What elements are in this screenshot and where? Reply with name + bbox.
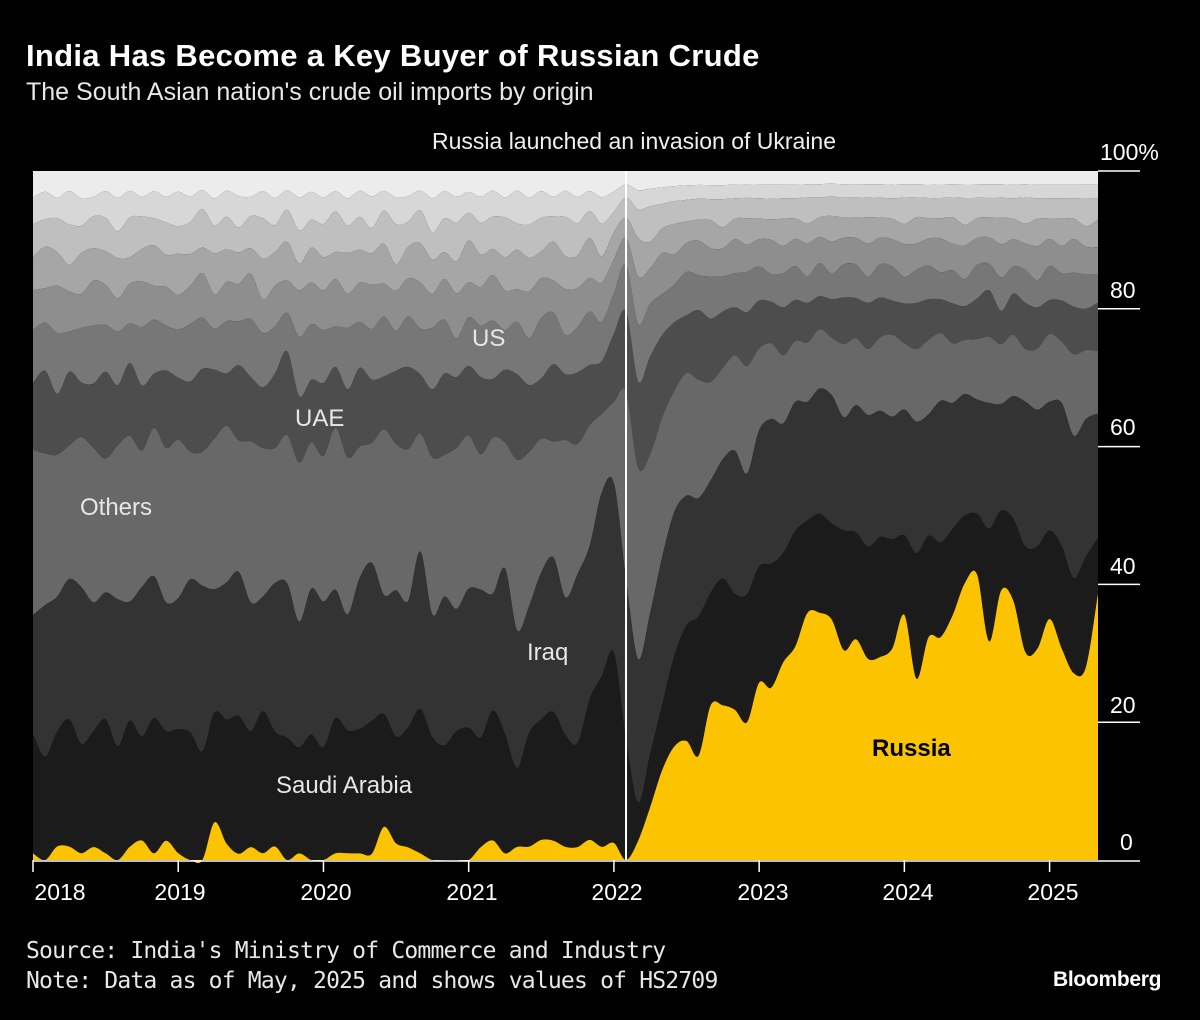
area-unlabeled-origin-8 (33, 196, 1098, 265)
chart-subtitle: The South Asian nation's crude oil impor… (26, 78, 594, 106)
area-russia (33, 570, 1098, 864)
area-unlabeled-origin-6 (33, 236, 1098, 339)
x-tick-label-2025: 2025 (1027, 879, 1079, 905)
series-label-us: US (472, 325, 506, 352)
y-tick-label-0: 0 (1120, 829, 1133, 855)
y-tick-label-60: 60 (1110, 414, 1136, 440)
area-uae (33, 289, 1098, 472)
area-layers (33, 171, 1098, 864)
bloomberg-logo: Bloomberg (1053, 968, 1162, 991)
x-tick-label-2024: 2024 (882, 879, 934, 905)
x-tick-label-2022: 2022 (591, 879, 643, 905)
area-unlabeled-origin-9 (33, 183, 1098, 233)
series-label-saudi-arabia: Saudi Arabia (276, 772, 413, 799)
series-label-russia: Russia (872, 735, 951, 762)
data-note: Note: Data as of May, 2025 and shows val… (26, 968, 718, 994)
x-tick-label-2020: 2020 (300, 879, 352, 905)
y-tick-label-40: 40 (1110, 553, 1136, 579)
chart-title: India Has Become a Key Buyer of Russian … (26, 38, 760, 73)
area-unlabeled-origin-10 (33, 171, 1098, 199)
area-iraq (33, 388, 1098, 803)
area-us (33, 262, 1098, 398)
area-others (33, 329, 1098, 660)
x-tick-label-2018: 2018 (34, 879, 86, 905)
x-tick-label-2019: 2019 (154, 879, 206, 905)
area-unlabeled-origin-7 (33, 215, 1098, 300)
y-tick-label-20: 20 (1110, 692, 1136, 718)
x-tick-label-2021: 2021 (446, 879, 498, 905)
series-label-iraq: Iraq (527, 639, 569, 666)
invasion-annotation: Russia launched an invasion of Ukraine (432, 128, 837, 154)
x-tick-label-2023: 2023 (737, 879, 789, 905)
series-label-uae: UAE (295, 405, 345, 432)
axes (32, 170, 1140, 872)
y-tick-label-80: 80 (1110, 277, 1136, 303)
source-note: Source: India's Ministry of Commerce and… (26, 938, 666, 964)
series-label-others: Others (80, 494, 153, 521)
y-tick-label-100: 100% (1100, 139, 1159, 165)
area-saudi-arabia (33, 510, 1098, 864)
